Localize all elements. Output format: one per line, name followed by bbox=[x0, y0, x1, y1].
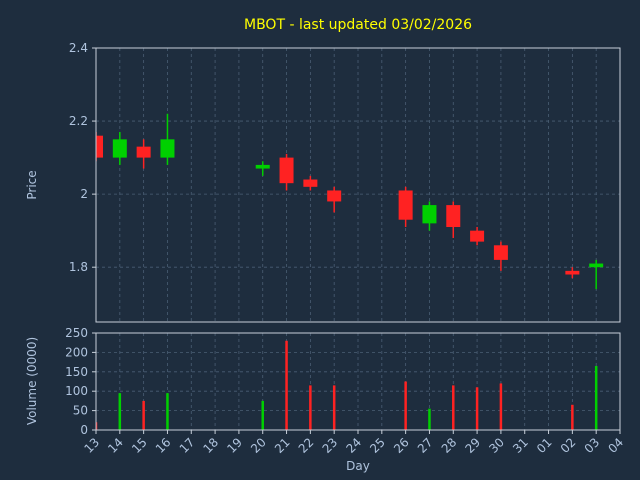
candle-body bbox=[112, 139, 127, 158]
volume-bar bbox=[475, 387, 479, 430]
volume-bar bbox=[118, 393, 122, 430]
volume-bar bbox=[452, 385, 455, 430]
candle-body bbox=[589, 263, 604, 268]
volume-bar bbox=[309, 385, 312, 430]
volume-tick-label: 100 bbox=[65, 384, 88, 398]
volume-bar bbox=[428, 408, 431, 430]
candle-body bbox=[160, 139, 175, 158]
x-axis-label: Day bbox=[346, 459, 370, 473]
volume-series bbox=[96, 340, 598, 430]
candle-body bbox=[422, 205, 437, 224]
volume-bar bbox=[571, 404, 574, 430]
volume-bar bbox=[142, 400, 145, 430]
volume-tick-label: 250 bbox=[65, 326, 88, 340]
volume-tick-label: 50 bbox=[73, 404, 88, 418]
plot-border bbox=[95, 332, 621, 431]
candle-body bbox=[446, 205, 461, 228]
volume-bar bbox=[332, 385, 336, 430]
candle-body bbox=[136, 146, 151, 158]
candle-body bbox=[255, 164, 270, 169]
candle-body bbox=[303, 179, 318, 187]
axes-layer: 13 14 15 16 17 18 19 20 21 22 23 24 25 26 27 28 29 30 31 01… bbox=[65, 41, 626, 456]
candle-body bbox=[470, 230, 485, 242]
candle-body bbox=[279, 157, 294, 184]
volume-bar bbox=[594, 365, 598, 430]
volume-bar bbox=[261, 400, 264, 430]
price-axis-label: Price bbox=[25, 170, 39, 199]
volume-axis-label: Volume (0000) bbox=[25, 337, 39, 425]
candle-body bbox=[96, 135, 103, 158]
candle-body bbox=[565, 270, 580, 275]
candlestick-series bbox=[96, 113, 604, 290]
volume-bar bbox=[404, 381, 407, 430]
candle-body bbox=[327, 190, 342, 202]
price-tick-label: 1.8 bbox=[69, 260, 88, 274]
volume-bar bbox=[96, 422, 98, 430]
price-tick-label: 2.2 bbox=[69, 114, 88, 128]
plot-border bbox=[95, 47, 621, 323]
candle-body bbox=[493, 245, 508, 260]
volume-tick-label: 200 bbox=[65, 345, 88, 359]
price-tick-label: 2 bbox=[80, 187, 88, 201]
candle-body bbox=[398, 190, 413, 220]
volume-bar bbox=[499, 383, 503, 430]
volume-bar bbox=[285, 340, 288, 430]
price-tick-label: 2.4 bbox=[69, 41, 88, 55]
volume-tick-label: 150 bbox=[65, 365, 88, 379]
chart-title: MBOT - last updated 03/02/2026 bbox=[244, 17, 472, 33]
volume-bar bbox=[166, 393, 169, 430]
volume-tick-label: 0 bbox=[80, 423, 88, 437]
